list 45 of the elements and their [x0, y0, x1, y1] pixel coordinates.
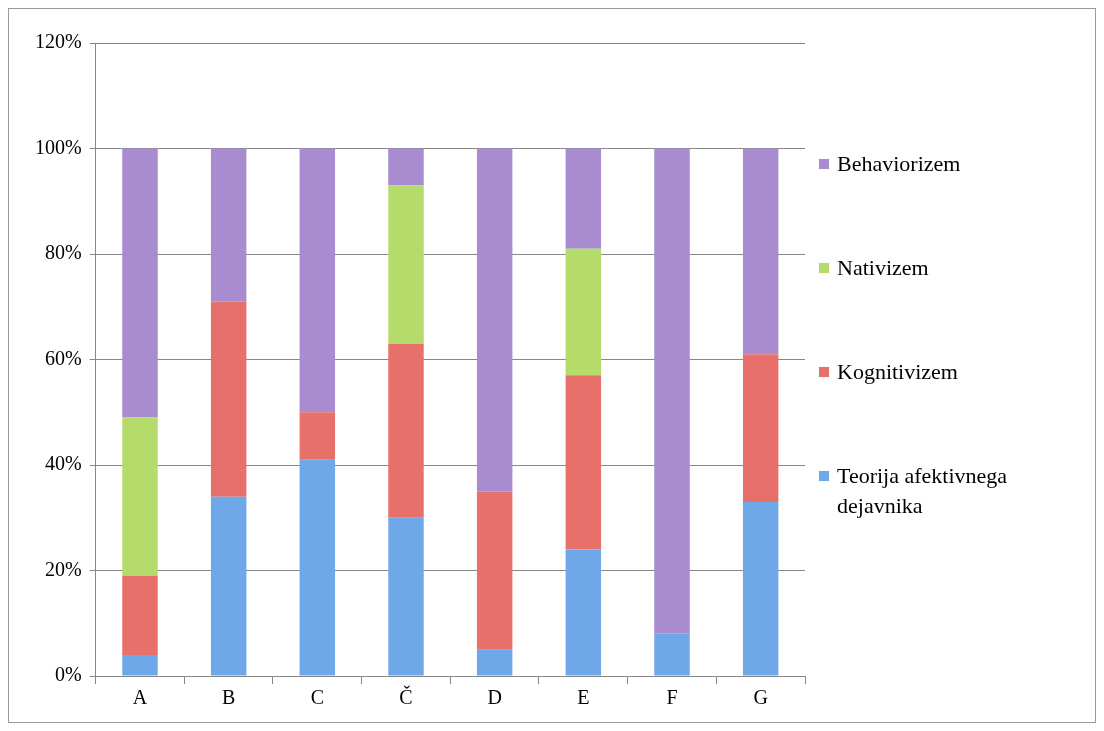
bar — [122, 575, 158, 655]
x-tick-label: B — [221, 686, 236, 709]
bar — [210, 496, 247, 676]
bar — [388, 517, 424, 676]
y-tick-label: 60% — [44, 346, 82, 369]
x-tick-label: F — [666, 686, 678, 709]
bar — [388, 148, 424, 186]
bar — [742, 501, 779, 676]
x-tick-label: C — [310, 686, 324, 709]
x-tick-label: A — [132, 686, 148, 709]
bar — [565, 248, 602, 376]
x-tick-label: E — [577, 686, 590, 709]
bar — [476, 649, 513, 676]
x-tick-label: G — [753, 686, 768, 709]
x-tick-label: Č — [399, 685, 413, 709]
bar — [476, 491, 513, 650]
bar — [299, 148, 336, 413]
legend-label: Behaviorizem — [837, 150, 961, 178]
y-tick-label: 120% — [34, 30, 82, 53]
bar — [654, 148, 690, 634]
bar — [210, 148, 247, 302]
legend-label: Teorija afektivnega dejavnika — [837, 462, 1009, 520]
bar — [565, 375, 602, 550]
x-tick-label: D — [487, 686, 502, 709]
y-tick-label: 0% — [54, 663, 82, 686]
bar — [210, 301, 247, 497]
bar — [299, 412, 336, 460]
legend-label: Kognitivizem — [837, 358, 958, 386]
bar — [299, 459, 336, 676]
bar — [122, 148, 158, 418]
bar — [654, 633, 690, 676]
y-tick-label: 20% — [44, 557, 82, 580]
y-tick-label: 40% — [44, 452, 82, 475]
y-tick-label: 100% — [34, 135, 82, 158]
bar — [388, 185, 424, 344]
bar — [476, 148, 513, 492]
bar — [122, 417, 158, 576]
bar — [565, 148, 602, 249]
bar — [565, 549, 602, 676]
bar — [742, 354, 779, 502]
legend-label: Nativizem — [837, 254, 929, 282]
bar — [388, 343, 424, 518]
bar — [742, 148, 779, 355]
bar — [122, 654, 158, 676]
y-tick-label: 80% — [44, 241, 82, 264]
